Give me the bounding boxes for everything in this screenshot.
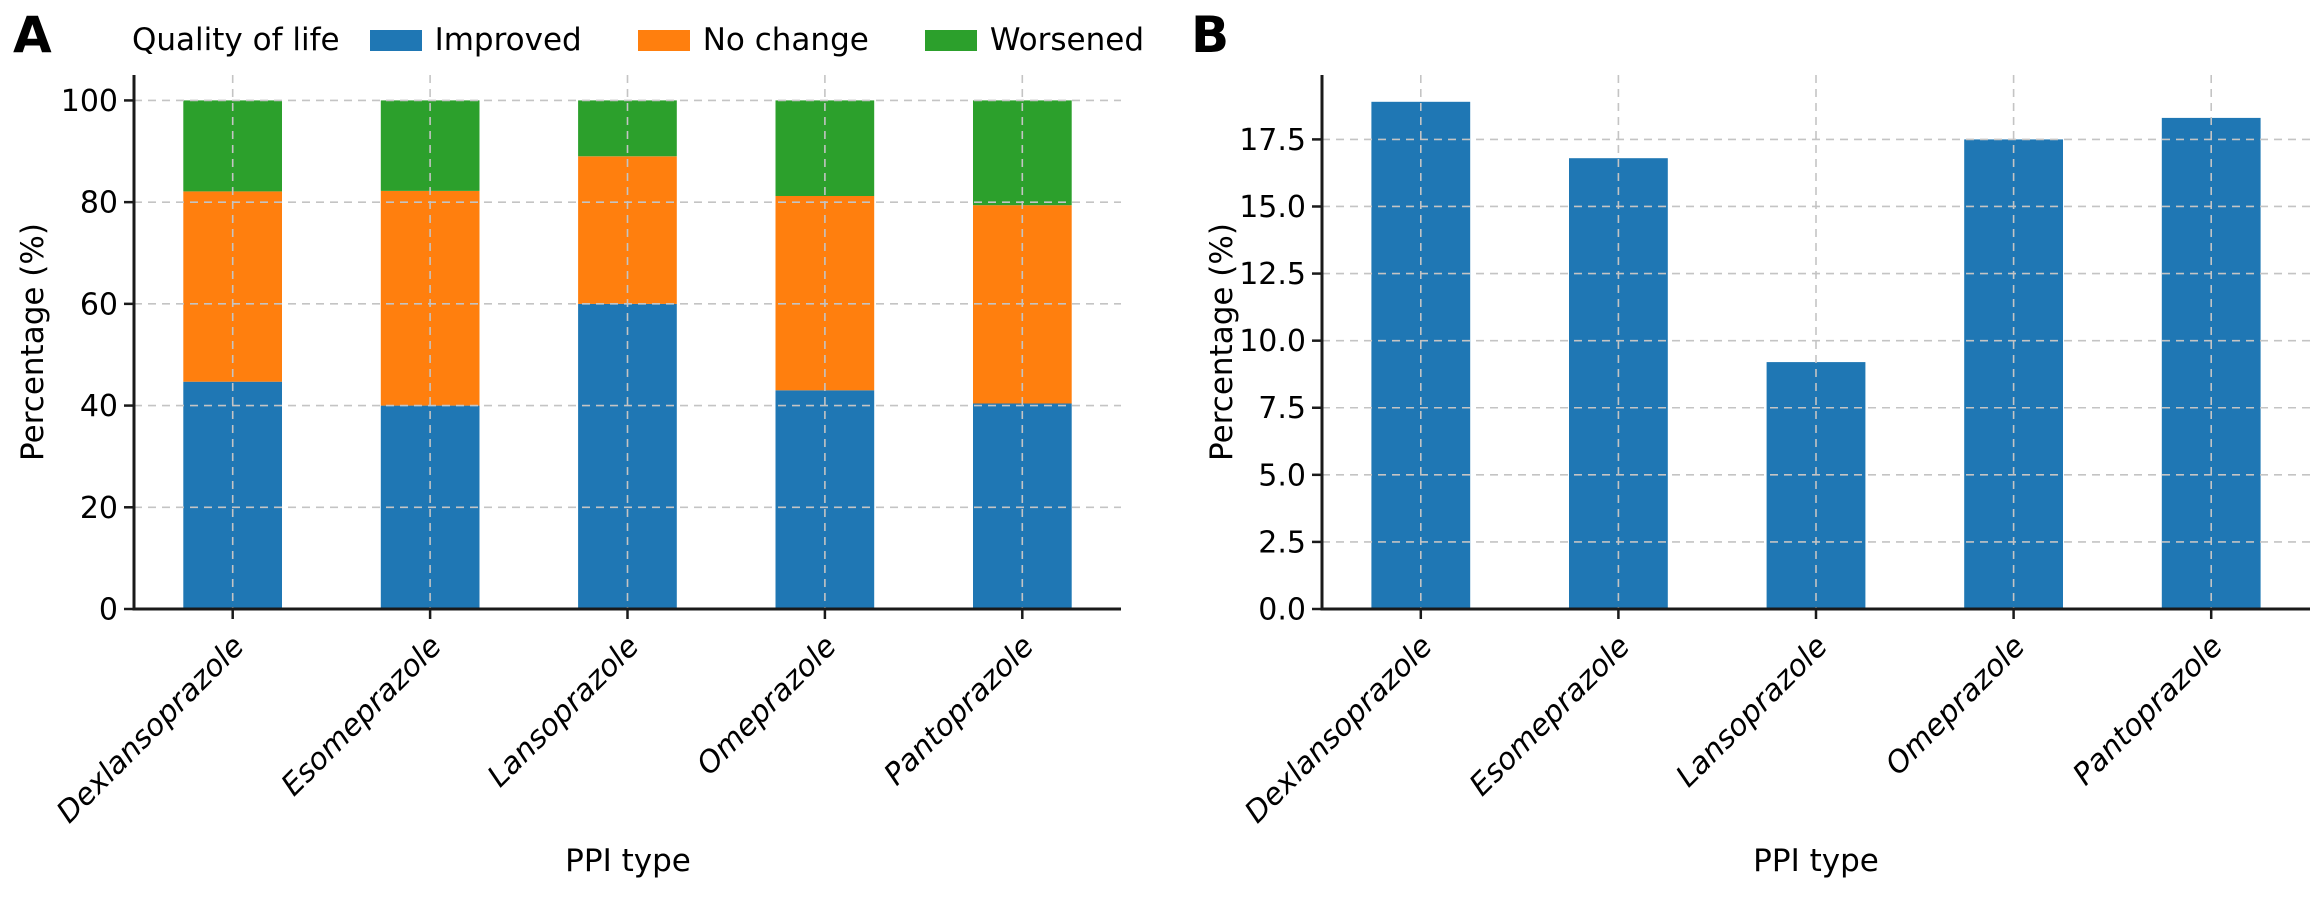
- x-tick-label-b-lansoprazole: Lansoprazole: [1669, 629, 1834, 794]
- legend-swatch-improved-icon: [369, 29, 422, 51]
- panel-b-letter: B: [1191, 6, 1230, 64]
- x-tick-label-a-lansoprazole: Lansoprazole: [481, 629, 646, 794]
- panel-a-letter: A: [13, 6, 52, 64]
- y-tick-label-a: 60: [80, 287, 118, 322]
- legend-title: Quality of life: [132, 22, 340, 58]
- x-tick-label-b-pantoprazole: Pantoprazole: [2066, 629, 2230, 793]
- legend: Quality of life Improved No change Worse…: [132, 22, 1200, 58]
- legend-label-improved: Improved: [434, 22, 582, 58]
- y-tick-label-a: 80: [80, 186, 118, 221]
- y-tick-label-b: 17.5: [1239, 123, 1306, 158]
- panel-b-x-axis-label: PPI type: [1753, 843, 1879, 879]
- x-tick-label-a-pantoprazole: Pantoprazole: [877, 629, 1041, 793]
- x-tick-label-a-dexlansoprazole: Dexlansoprazole: [50, 629, 251, 830]
- legend-entry-worsened: Worsened: [924, 22, 1145, 58]
- panel-a-x-axis-label: PPI type: [565, 843, 691, 879]
- legend-label-worsened: Worsened: [989, 22, 1145, 58]
- y-tick-label-b: 2.5: [1258, 525, 1306, 560]
- panel-b-y-axis-label: Percentage (%): [1204, 223, 1240, 461]
- y-tick-label-b: 10.0: [1239, 324, 1306, 359]
- x-tick-label-a-omeprazole: Omeprazole: [690, 629, 843, 782]
- y-tick-label-b: 5.0: [1258, 458, 1306, 493]
- x-tick-label-b-omeprazole: Omeprazole: [1879, 629, 2032, 782]
- y-tick-label-b: 15.0: [1239, 190, 1306, 225]
- y-tick-label-b: 7.5: [1258, 391, 1306, 426]
- legend-entry-improved: Improved: [369, 22, 582, 58]
- bar-segment-a-pantoprazole-improved: [973, 403, 1072, 609]
- y-tick-label-b: 12.5: [1239, 257, 1306, 292]
- y-tick-label-b: 0.0: [1258, 593, 1306, 628]
- x-tick-label-b-dexlansoprazole: Dexlansoprazole: [1238, 629, 1439, 830]
- legend-swatch-worsened-icon: [924, 29, 977, 51]
- x-tick-label-a-esomeprazole: Esomeprazole: [275, 629, 449, 803]
- x-tick-label-b-esomeprazole: Esomeprazole: [1463, 629, 1637, 803]
- legend-swatch-no-change-icon: [637, 29, 690, 51]
- legend-entry-no-change: No change: [637, 22, 869, 58]
- y-tick-label-a: 40: [80, 389, 118, 424]
- y-tick-label-a: 20: [80, 491, 118, 526]
- y-tick-label-a: 100: [61, 84, 118, 119]
- legend-label-no-change: No change: [702, 22, 869, 58]
- panel-a-y-axis-label: Percentage (%): [15, 223, 51, 461]
- y-tick-label-a: 0: [99, 593, 118, 628]
